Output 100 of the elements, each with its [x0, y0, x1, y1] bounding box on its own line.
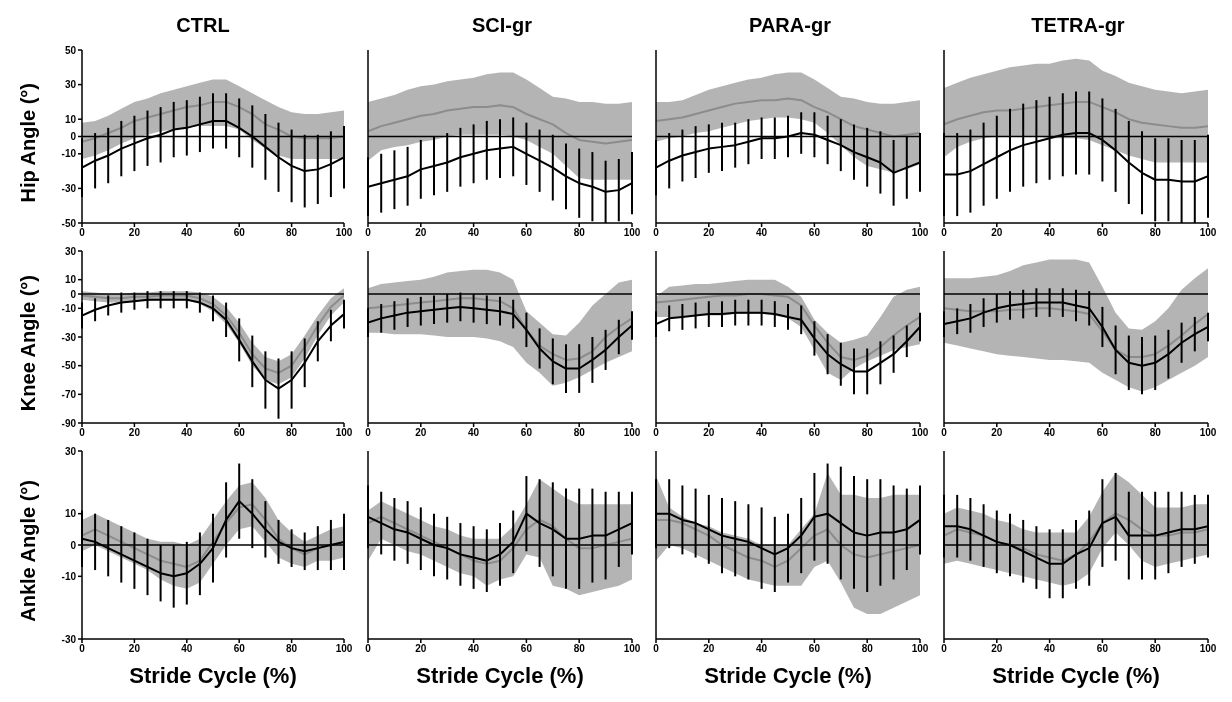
x-tick-label: 60: [1096, 227, 1109, 239]
x-axis-title: Stride Cycle (%): [703, 662, 873, 690]
y-tick-label: -10: [61, 148, 77, 160]
x-axis-title: Stride Cycle (%): [128, 662, 298, 690]
x-tick-label: 60: [1096, 427, 1109, 439]
x-tick-label: 100: [1199, 643, 1217, 655]
x-tick-label: 80: [573, 427, 586, 439]
x-tick-label: 20: [128, 227, 141, 239]
y-tick-label: 30: [64, 245, 77, 257]
x-tick-label: 40: [468, 427, 480, 439]
x-tick-label: 40: [1044, 643, 1056, 655]
y-tick-label: 10: [64, 274, 77, 286]
y-axis-title: Hip Angle (°): [16, 82, 40, 203]
x-tick-label: 80: [1149, 643, 1162, 655]
y-tick-label: -10: [61, 302, 77, 314]
x-tick-label: 100: [911, 643, 929, 655]
x-tick-label: 40: [468, 643, 480, 655]
x-tick-label: 100: [623, 643, 641, 655]
x-tick-label: 80: [286, 427, 298, 439]
y-tick-label: 10: [64, 113, 77, 125]
y-axis-title: Knee Angle (°): [16, 274, 40, 412]
x-tick-label: 100: [335, 227, 353, 239]
x-tick-label: 0: [653, 427, 660, 439]
x-tick-label: 60: [233, 427, 246, 439]
x-tick-label: 80: [861, 427, 874, 439]
x-tick-label: 20: [991, 643, 1003, 655]
chart-title: TETRA-gr: [1030, 13, 1126, 38]
x-tick-label: 40: [756, 227, 768, 239]
x-tick-label: 0: [365, 643, 372, 655]
x-tick-label: 40: [756, 643, 768, 655]
x-tick-label: 20: [415, 643, 427, 655]
y-tick-label: 0: [70, 288, 77, 300]
x-tick-label: 100: [623, 227, 641, 239]
x-tick-label: 0: [365, 427, 372, 439]
x-tick-label: 100: [335, 643, 353, 655]
x-tick-label: 0: [79, 227, 86, 239]
x-tick-label: 80: [861, 227, 874, 239]
x-axis-title: Stride Cycle (%): [415, 662, 585, 690]
y-axis-title: Ankle Angle (°): [16, 480, 40, 622]
x-tick-label: 40: [181, 643, 193, 655]
y-tick-label: 0: [70, 539, 77, 551]
x-tick-label: 40: [1044, 427, 1056, 439]
x-tick-label: 20: [415, 427, 427, 439]
x-tick-label: 60: [233, 643, 246, 655]
x-tick-label: 60: [520, 643, 533, 655]
x-tick-label: 60: [808, 427, 821, 439]
y-tick-label: 0: [70, 131, 77, 143]
x-tick-label: 100: [911, 227, 929, 239]
x-tick-label: 80: [573, 643, 586, 655]
x-tick-label: 60: [1096, 643, 1109, 655]
x-tick-label: 0: [941, 643, 948, 655]
x-tick-label: 60: [233, 227, 246, 239]
x-tick-label: 20: [703, 643, 715, 655]
y-tick-label: -10: [61, 570, 77, 582]
y-tick-label: 30: [64, 79, 77, 91]
y-tick-label: -50: [61, 360, 77, 372]
y-tick-label: 50: [64, 44, 77, 56]
x-tick-label: 100: [335, 427, 353, 439]
x-tick-label: 20: [991, 227, 1003, 239]
x-tick-label: 0: [941, 227, 948, 239]
x-tick-label: 60: [520, 227, 533, 239]
x-tick-label: 20: [415, 227, 427, 239]
x-tick-label: 40: [1044, 227, 1056, 239]
y-tick-label: 10: [64, 508, 77, 520]
chart-title: SCI-gr: [471, 13, 533, 38]
x-tick-label: 80: [573, 227, 586, 239]
x-tick-label: 80: [861, 643, 874, 655]
y-tick-label: 30: [64, 445, 77, 457]
x-tick-label: 40: [181, 227, 193, 239]
chart-title: PARA-gr: [748, 13, 832, 38]
x-tick-label: 80: [286, 227, 298, 239]
x-tick-label: 0: [365, 227, 372, 239]
x-tick-label: 80: [286, 643, 298, 655]
x-tick-label: 20: [128, 427, 141, 439]
y-tick-label: -30: [61, 331, 77, 343]
y-tick-label: -70: [61, 388, 77, 400]
x-tick-label: 100: [623, 427, 641, 439]
y-tick-label: -90: [61, 417, 77, 429]
x-tick-label: 60: [520, 427, 533, 439]
x-tick-label: 40: [181, 427, 193, 439]
x-tick-label: 0: [653, 643, 660, 655]
x-tick-label: 40: [756, 427, 768, 439]
x-tick-label: 0: [941, 427, 948, 439]
x-tick-label: 0: [79, 643, 86, 655]
x-tick-label: 80: [1149, 227, 1162, 239]
x-tick-label: 20: [991, 427, 1003, 439]
x-tick-label: 60: [808, 227, 821, 239]
chart-title: CTRL: [175, 13, 231, 38]
x-tick-label: 40: [468, 227, 480, 239]
x-tick-label: 0: [653, 227, 660, 239]
x-tick-label: 60: [808, 643, 821, 655]
x-tick-label: 20: [703, 227, 715, 239]
x-tick-label: 80: [1149, 427, 1162, 439]
x-tick-label: 20: [128, 643, 141, 655]
y-tick-label: -30: [61, 182, 77, 194]
x-tick-label: 100: [1199, 427, 1217, 439]
x-tick-label: 100: [911, 427, 929, 439]
x-axis-title: Stride Cycle (%): [991, 662, 1161, 690]
x-tick-label: 0: [79, 427, 86, 439]
x-tick-label: 100: [1199, 227, 1217, 239]
